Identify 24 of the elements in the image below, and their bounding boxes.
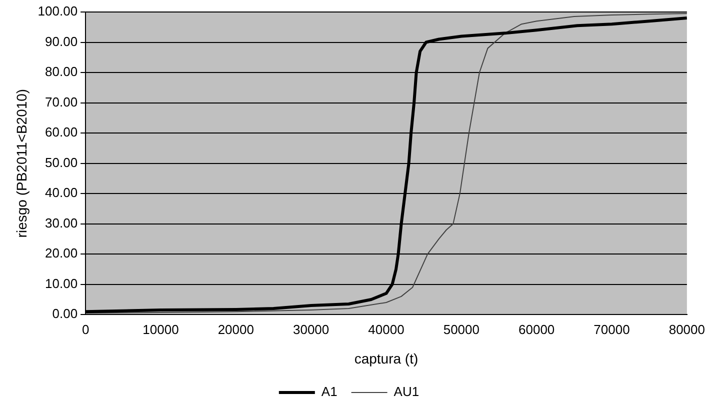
y-tick-label: 0.00 xyxy=(52,306,78,322)
x-tick-label: 40000 xyxy=(368,322,404,337)
y-tick-label: 10.00 xyxy=(45,276,78,291)
x-tick-label: 80000 xyxy=(668,322,706,337)
y-tick-label: 60.00 xyxy=(45,124,78,140)
y-tick-label: 100.00 xyxy=(38,4,78,19)
y-tick-label: 40.00 xyxy=(45,185,78,200)
y-tick-label: 90.00 xyxy=(45,34,78,49)
x-tick-label: 10000 xyxy=(142,322,179,337)
y-tick-label: 80.00 xyxy=(45,64,78,80)
y-tick-label: 50.00 xyxy=(45,154,78,170)
x-tick-label: 60000 xyxy=(518,322,555,337)
y-tick-label: 70.00 xyxy=(45,94,78,110)
y-axis-title: riesgo (PB2011<B2010) xyxy=(13,88,30,238)
legend-label: A1 xyxy=(321,384,338,400)
x-tick-label: 0 xyxy=(82,322,90,337)
x-axis-title: captura (t) xyxy=(354,350,418,366)
x-tick-label: 30000 xyxy=(292,322,330,337)
x-tick-label: 70000 xyxy=(594,322,630,337)
legend-label: AU1 xyxy=(394,384,420,400)
x-tick-label: 20000 xyxy=(218,322,254,337)
x-tick-label: 50000 xyxy=(443,322,480,337)
y-tick-label: 30.00 xyxy=(45,215,78,230)
y-tick-label: 20.00 xyxy=(45,246,78,261)
